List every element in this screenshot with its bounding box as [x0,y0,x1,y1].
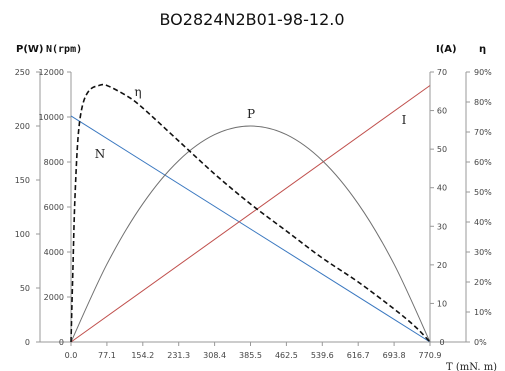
p-tick-label: 0 [25,338,30,347]
p-tick-label: 100 [15,230,30,239]
eta-tick-label: 30% [474,248,492,257]
x-tick-label: 308.4 [203,351,226,360]
series-n-line [70,115,431,343]
p-tick-label: 50 [20,284,30,293]
x-tick-label: 770.9 [419,351,442,360]
series-i-label: I [402,113,407,127]
n-tick-label: 12000 [39,68,64,77]
eta-tick-label: 70% [474,128,492,137]
i-tick-label: 10 [437,299,447,308]
i-tick-label: 20 [437,261,447,270]
eta-axis-title: η [479,44,486,55]
x-tick-label: 231.3 [167,351,190,360]
i-axis-title: I(A) [436,44,457,55]
eta-tick-label: 50% [474,188,492,197]
n-axis-title: N(rpm) [46,44,82,55]
eta-tick-label: 60% [474,158,492,167]
p-axis-title: P(W) [16,44,44,55]
i-tick-label: 0 [439,338,444,347]
p-tick-label: 200 [15,122,30,131]
series-eta-label: η [134,85,141,99]
eta-tick-label: 0% [474,338,487,347]
chart-title: BO2824N2B01-98-12.0 [159,10,344,29]
i-tick-label: 50 [437,145,447,154]
series-p-line [70,125,431,343]
i-tick-label: 40 [437,184,447,193]
i-tick-label: 30 [437,222,447,231]
series-i-line [70,85,431,343]
i-tick-label: 70 [437,68,447,77]
n-tick-label: 6000 [44,203,64,212]
x-axis-title: T (mN. m) [446,362,497,371]
series-p-label: P [247,107,255,121]
x-tick-label: 77.1 [98,351,116,360]
n-tick-label: 4000 [44,248,64,257]
i-tick-label: 60 [437,107,447,116]
n-tick-label: 2000 [44,293,64,302]
x-tick-label: 693.8 [383,351,406,360]
eta-tick-label: 20% [474,278,492,287]
n-tick-label: 8000 [44,158,64,167]
p-tick-label: 150 [15,176,30,185]
x-tick-label: 462.5 [275,351,298,360]
x-tick-label: 385.5 [239,351,262,360]
n-tick-label: 10000 [39,113,64,122]
series-eta-line [70,83,431,343]
x-tick-label: 616.7 [347,351,370,360]
eta-tick-label: 80% [474,98,492,107]
eta-tick-label: 40% [474,218,492,227]
x-tick-label: 539.6 [311,351,334,360]
x-tick-label: 154.2 [131,351,154,360]
n-tick-label: 0 [59,338,64,347]
series-n-label: N [95,147,106,161]
p-tick-label: 250 [15,68,30,77]
eta-tick-label: 90% [474,68,492,77]
eta-tick-label: 10% [474,308,492,317]
x-tick-label: 0.0 [65,351,78,360]
